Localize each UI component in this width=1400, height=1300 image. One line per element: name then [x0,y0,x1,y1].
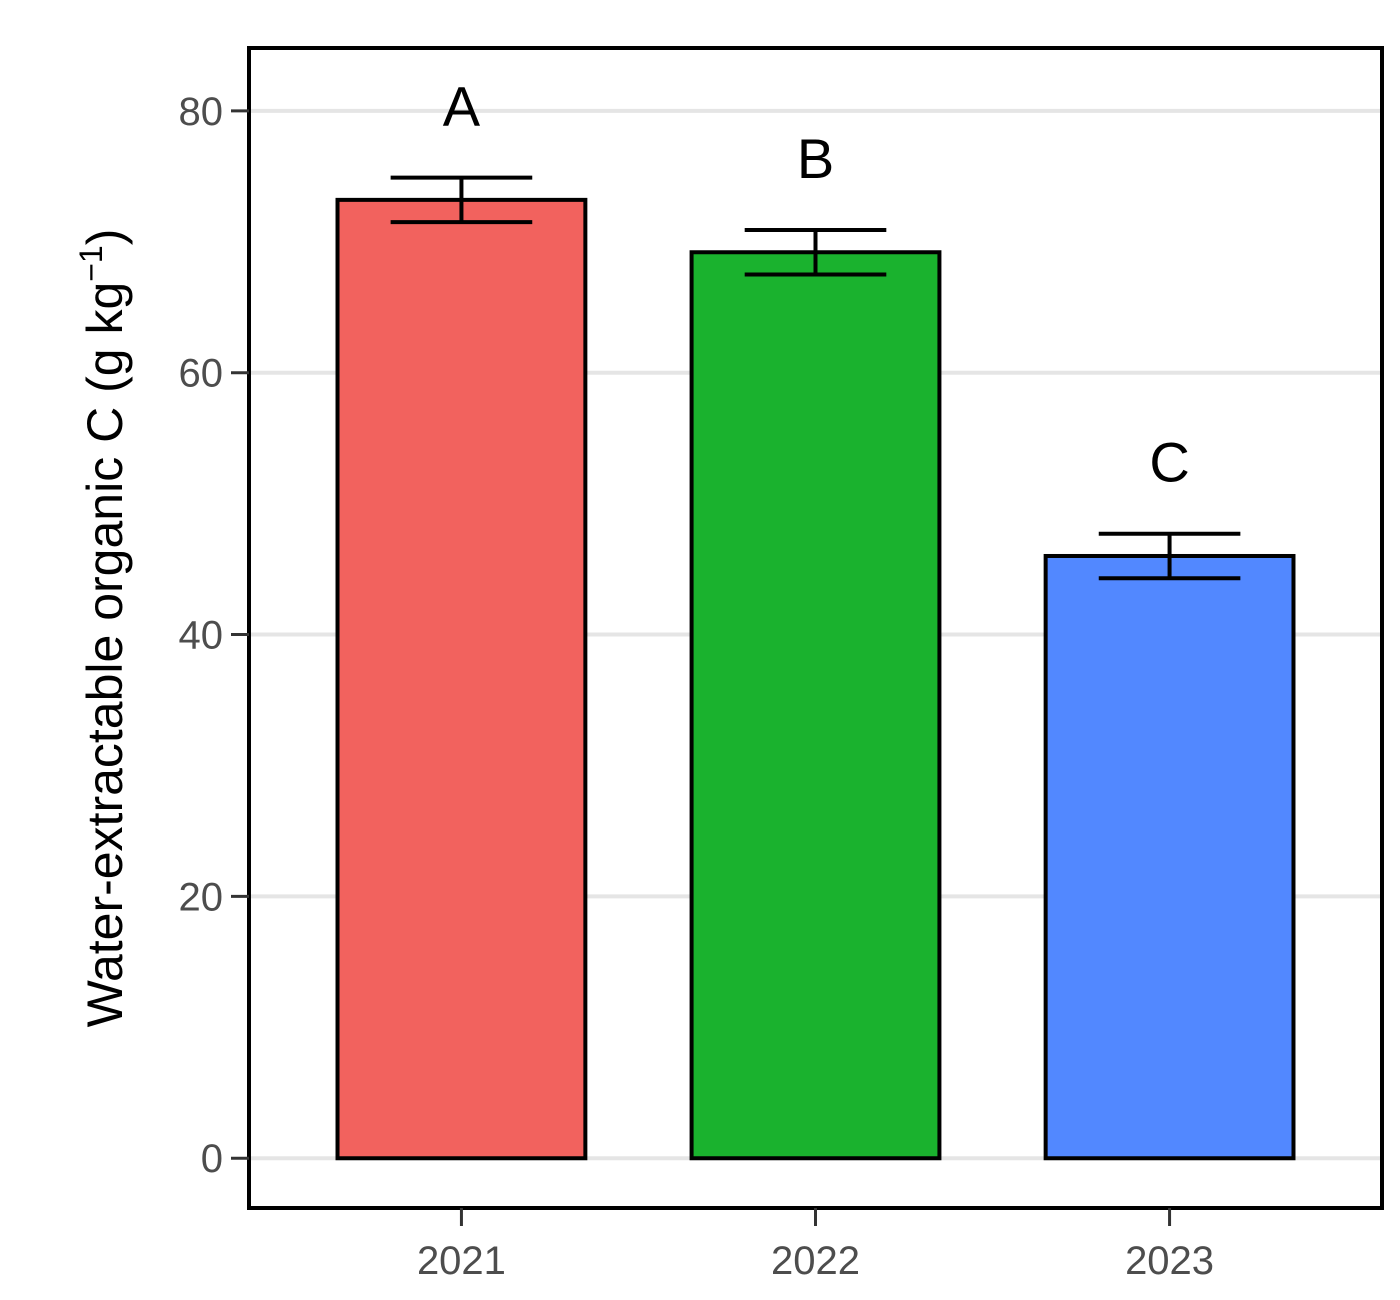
y-axis: 0 20 40 60 80 [179,90,249,1181]
y-tick-label-60: 60 [179,352,224,396]
error-bar-2022 [744,227,887,277]
y-axis-title: Water-extractable organic C (g kg−1) [73,229,133,1028]
x-tick-label-2023: 2023 [1125,1239,1214,1283]
bar-2023 [1043,553,1296,1161]
significance-letter-2021: A [443,75,481,138]
y-tick-label-20: 20 [179,875,224,919]
error-bars [390,175,1241,581]
y-axis-title-main: Water-extractable organic C (g kg [77,282,133,1028]
x-tick-label-2022: 2022 [771,1239,860,1283]
bar-2022 [689,250,942,1161]
y-axis-title-close: ) [77,229,133,246]
significance-letter-2023: C [1149,431,1189,494]
significance-letters: A B C [443,75,1190,494]
bars [335,197,1296,1161]
y-tick-label-0: 0 [201,1137,223,1181]
x-axis: 2021 2022 2023 [417,1208,1214,1283]
y-tick-label-80: 80 [179,90,224,134]
error-bar-2023 [1098,531,1241,581]
bar-2021 [335,197,588,1161]
error-bar-2021 [390,175,533,225]
y-tick-label-40: 40 [179,614,224,658]
y-axis-title-superscript: −1 [73,245,109,281]
x-tick-label-2021: 2021 [417,1239,506,1283]
significance-letter-2022: B [797,127,834,190]
